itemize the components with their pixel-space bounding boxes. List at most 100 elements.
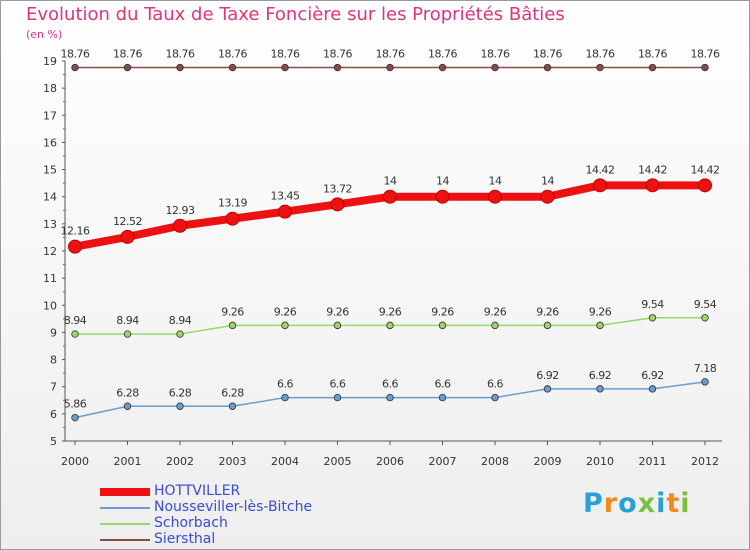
y-tick-label: 14 [43,191,57,204]
x-tick-label: 2007 [429,455,457,468]
data-label: 12.52 [113,215,142,228]
proxiti-logo: Proxiti [583,488,691,519]
x-tick-label: 2010 [586,455,614,468]
logo-letter: i [656,488,667,519]
data-point [333,321,342,330]
data-label: 8.94 [169,314,192,327]
y-tick-label: 19 [43,55,57,68]
data-label: 18.76 [638,48,667,61]
data-label: 9.54 [694,298,717,311]
y-tick-label: 16 [43,136,57,149]
data-label: 9.26 [536,305,559,318]
data-label: 18.76 [218,48,247,61]
data-label: 6.6 [382,378,398,391]
y-tick-label: 12 [43,245,57,258]
data-label: 8.94 [64,314,87,327]
data-label: 13.45 [271,190,300,203]
data-label: 6.28 [169,386,192,399]
legend-swatch-hottviller [100,488,150,496]
y-tick-label: 18 [43,82,57,95]
legend-swatch-siersthal [100,539,150,541]
data-label: 6.6 [277,378,293,391]
data-label: 14.42 [586,163,615,176]
data-label: 6.6 [435,378,451,391]
data-label: 9.26 [589,305,612,318]
data-label: 12.93 [166,204,195,217]
x-tick-label: 2009 [534,455,562,468]
y-tick-label: 6 [50,408,57,421]
data-label: 6.6 [330,378,346,391]
data-label: 6.6 [487,378,503,391]
data-label: 14 [489,175,502,188]
data-label: 18.76 [691,48,720,61]
y-axis-unit-label: (en %) [26,28,63,41]
data-point [173,218,187,233]
data-point [71,330,79,338]
data-point [228,402,237,410]
data-label: 12.16 [61,225,90,238]
x-tick-label: 2001 [114,455,142,468]
data-point [596,385,604,393]
data-label: 6.92 [536,369,559,382]
data-point [68,239,82,254]
data-label: 5.86 [64,398,87,411]
chart-title: Evolution du Taux de Taxe Foncière sur l… [26,4,565,25]
data-point [438,63,447,72]
data-point [386,63,394,72]
data-point [543,385,552,393]
legend-swatch-schorbach [100,523,150,525]
data-point [123,63,132,72]
data-point [176,402,184,410]
x-tick-label: 2006 [376,455,404,468]
data-label: 14 [541,175,554,188]
data-label: 14.42 [638,163,667,176]
data-point [648,314,657,322]
data-point [648,385,657,393]
data-point [278,204,292,219]
data-point [491,63,499,72]
logo-letter: P [583,488,604,519]
data-label: 14 [384,175,397,188]
legend-label-schorbach: Schorbach [154,515,228,531]
data-point [281,321,289,330]
data-label: 9.26 [326,305,349,318]
data-point [596,321,604,330]
data-point [333,393,342,402]
data-label: 18.76 [586,48,615,61]
data-label: 14 [436,175,449,188]
legend-label-siersthal: Siersthal [154,531,216,547]
data-label: 18.76 [166,48,195,61]
data-point [435,189,450,204]
data-label: 6.92 [641,369,664,382]
y-tick-label: 8 [50,354,57,367]
data-point [543,63,552,72]
data-label: 6.28 [221,386,244,399]
data-point [120,229,135,244]
data-point [71,413,79,422]
logo-letter: t [666,488,681,519]
data-label: 14.42 [691,163,720,176]
logo-letter: o [618,488,638,519]
data-point [333,63,342,72]
x-tick-label: 2004 [271,455,299,468]
data-point [698,178,712,193]
logo-letter: x [637,488,657,519]
data-label: 18.76 [428,48,457,61]
data-point [281,393,289,402]
y-tick-label: 10 [43,299,57,312]
y-tick-label: 5 [50,435,57,448]
data-point [593,178,607,193]
y-tick-label: 17 [43,109,57,122]
data-point [701,314,709,322]
data-point [645,178,660,193]
data-point [225,211,240,226]
data-label: 18.76 [323,48,352,61]
data-label: 13.72 [323,182,352,195]
data-label: 18.76 [376,48,405,61]
data-label: 6.28 [116,386,139,399]
data-point [488,189,502,204]
y-tick-label: 7 [50,381,57,394]
x-tick-label: 2011 [639,455,667,468]
